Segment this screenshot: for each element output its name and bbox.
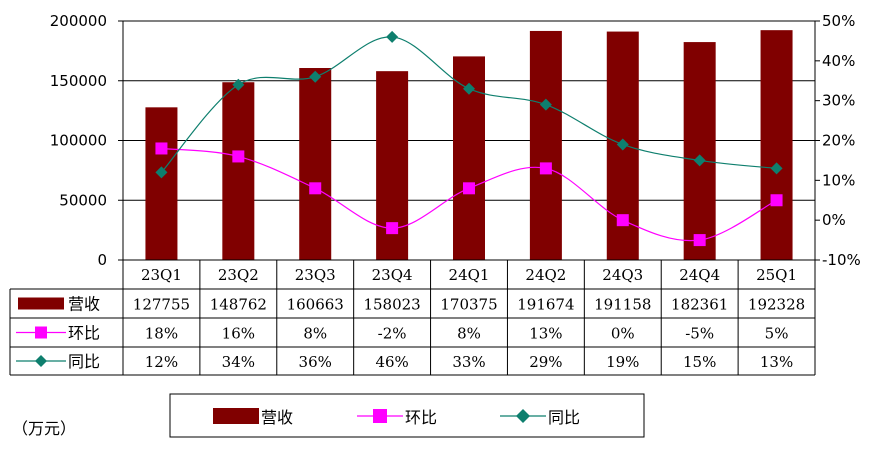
tick-label: 150000	[50, 72, 107, 90]
category-label: 23Q1	[141, 266, 182, 284]
cell-value: 13%	[529, 325, 562, 343]
point-square	[309, 182, 322, 195]
tick-label: 10%	[822, 171, 855, 189]
cell-value: 148762	[210, 296, 267, 314]
point-diamond	[770, 162, 783, 175]
legend-label: 同比	[548, 408, 580, 427]
cell-value: 0%	[611, 325, 635, 343]
cell-value: 5%	[765, 325, 789, 343]
cell-value: 158023	[363, 296, 420, 314]
legend-label: 环比	[405, 408, 437, 427]
bar	[683, 42, 716, 260]
point-diamond	[386, 30, 399, 43]
row-key-bar	[18, 297, 64, 310]
category-label: 23Q2	[218, 266, 259, 284]
point-diamond	[35, 355, 47, 367]
growth-lines	[155, 30, 783, 247]
point-square	[770, 194, 783, 207]
cell-value: -2%	[378, 325, 407, 343]
cell-value: 34%	[222, 353, 255, 371]
cell-value: 191674	[517, 296, 574, 314]
legend-key-bar	[213, 408, 259, 424]
cell-value: 33%	[452, 353, 485, 371]
unit-label: （万元）	[12, 419, 76, 438]
row-label: 同比	[68, 352, 100, 371]
cell-value: 29%	[529, 353, 562, 371]
point-square	[616, 214, 629, 227]
point-diamond	[309, 70, 322, 83]
tick-label: 200000	[50, 12, 107, 30]
legend: 营收 环比 同比	[169, 393, 645, 438]
tick-label: 100000	[50, 132, 107, 150]
cell-value: 19%	[606, 353, 639, 371]
tick-label: 0%	[822, 211, 846, 229]
cell-value: 16%	[222, 325, 255, 343]
category-label: 24Q3	[602, 266, 643, 284]
point-square	[35, 326, 47, 339]
point-diamond	[463, 82, 475, 95]
point-square	[539, 162, 552, 175]
row-label: 营收	[68, 295, 100, 314]
cell-value: 15%	[683, 353, 716, 371]
tick-label: -10%	[822, 251, 861, 269]
bar	[760, 30, 793, 260]
tick-label: 50%	[822, 12, 855, 30]
tick-label: 20%	[822, 132, 855, 150]
revenue-bars	[145, 30, 793, 261]
point-diamond	[539, 98, 552, 111]
cell-value: 182361	[671, 296, 728, 314]
tick-label: 40%	[822, 52, 855, 70]
left-axis-ticks: 0 50000 100000 150000 200000	[50, 12, 123, 269]
cell-value: 127755	[133, 296, 190, 314]
bar	[145, 107, 178, 261]
point-diamond	[616, 138, 629, 151]
point-diamond	[516, 409, 530, 423]
cell-value: 170375	[440, 296, 497, 314]
cell-value: 13%	[760, 353, 793, 371]
point-square	[386, 222, 399, 235]
point-square	[693, 234, 706, 247]
category-label: 24Q4	[679, 266, 720, 284]
category-label: 24Q2	[525, 266, 566, 284]
cell-value: 191158	[594, 296, 651, 314]
right-axis-ticks: -10% 0% 10% 20% 30% 40% 50%	[815, 12, 861, 269]
cell-value: 36%	[299, 353, 332, 371]
cell-value: 12%	[145, 353, 178, 371]
point-square	[155, 142, 168, 155]
row-label: 环比	[68, 324, 100, 343]
cell-value: 46%	[375, 353, 408, 371]
category-label: 24Q1	[449, 266, 490, 284]
category-label: 25Q1	[756, 266, 797, 284]
category-label: 23Q3	[295, 266, 336, 284]
cell-value: -5%	[685, 325, 714, 343]
data-table: 23Q1 23Q2 23Q3 23Q4 24Q1 24Q2 24Q3 24Q4 25Q1 营收 12…	[9, 260, 816, 376]
point-square	[232, 150, 245, 163]
point-diamond	[232, 78, 245, 91]
cell-value: 8%	[303, 325, 327, 343]
cell-value: 8%	[457, 325, 481, 343]
cell-value: 192328	[748, 296, 805, 314]
point-square	[373, 409, 387, 423]
point-square	[463, 182, 475, 195]
bar	[299, 68, 332, 260]
tick-label: 50000	[59, 191, 107, 209]
cell-value: 18%	[145, 325, 178, 343]
category-label: 23Q4	[372, 266, 413, 284]
bar	[222, 82, 255, 261]
legend-label: 营收	[261, 408, 293, 427]
point-diamond	[155, 166, 168, 179]
tick-label: 0	[97, 251, 107, 269]
point-diamond	[693, 154, 706, 167]
tick-label: 30%	[822, 92, 855, 110]
bar	[529, 30, 562, 260]
cell-value: 160663	[287, 296, 344, 314]
